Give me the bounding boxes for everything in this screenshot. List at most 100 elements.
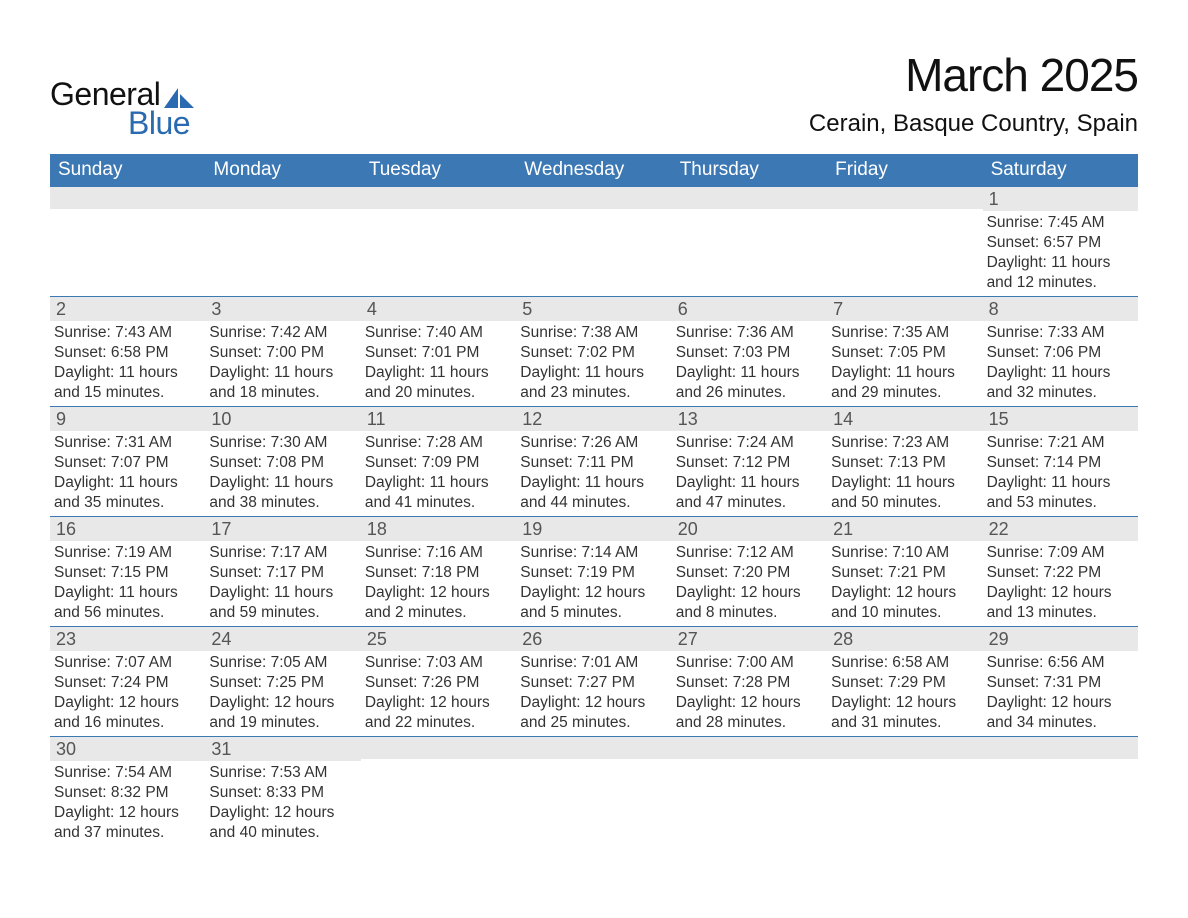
day-body: Sunrise: 7:36 AMSunset: 7:03 PMDaylight:…: [672, 321, 827, 406]
day-cell: [827, 187, 982, 296]
day-line: Sunset: 7:06 PM: [987, 343, 1134, 363]
day-cell: 28Sunrise: 6:58 AMSunset: 7:29 PMDayligh…: [827, 627, 982, 736]
day-number: [361, 187, 516, 209]
day-line: Daylight: 11 hours: [987, 473, 1134, 493]
day-line: Sunrise: 7:00 AM: [676, 653, 823, 673]
day-number: 12: [516, 407, 671, 431]
day-line: Daylight: 12 hours: [676, 583, 823, 603]
day-number: 18: [361, 517, 516, 541]
day-number: 15: [983, 407, 1138, 431]
day-line: and 31 minutes.: [831, 713, 978, 733]
day-line: Sunrise: 7:31 AM: [54, 433, 201, 453]
day-line: Sunrise: 7:40 AM: [365, 323, 512, 343]
day-line: Sunset: 7:24 PM: [54, 673, 201, 693]
header-row: General Blue March 2025 Cerain, Basque C…: [50, 48, 1138, 142]
week-row: 30Sunrise: 7:54 AMSunset: 8:32 PMDayligh…: [50, 736, 1138, 846]
day-line: Daylight: 12 hours: [209, 803, 356, 823]
day-number: 9: [50, 407, 205, 431]
day-body: Sunrise: 7:54 AMSunset: 8:32 PMDaylight:…: [50, 761, 205, 846]
day-line: Sunrise: 7:36 AM: [676, 323, 823, 343]
day-cell: [516, 737, 671, 846]
day-number: [672, 737, 827, 759]
day-body: [983, 759, 1138, 779]
day-line: and 5 minutes.: [520, 603, 667, 623]
day-number: 20: [672, 517, 827, 541]
day-cell: 7Sunrise: 7:35 AMSunset: 7:05 PMDaylight…: [827, 297, 982, 406]
day-line: Sunset: 8:32 PM: [54, 783, 201, 803]
day-line: Daylight: 11 hours: [831, 363, 978, 383]
day-body: Sunrise: 7:40 AMSunset: 7:01 PMDaylight:…: [361, 321, 516, 406]
day-line: Daylight: 11 hours: [54, 473, 201, 493]
location: Cerain, Basque Country, Spain: [809, 110, 1138, 138]
day-number: 11: [361, 407, 516, 431]
day-line: Daylight: 12 hours: [520, 583, 667, 603]
day-body: [205, 209, 360, 229]
day-line: Daylight: 12 hours: [54, 803, 201, 823]
day-line: Daylight: 12 hours: [831, 583, 978, 603]
day-cell: 13Sunrise: 7:24 AMSunset: 7:12 PMDayligh…: [672, 407, 827, 516]
day-line: Sunset: 7:11 PM: [520, 453, 667, 473]
day-body: Sunrise: 7:43 AMSunset: 6:58 PMDaylight:…: [50, 321, 205, 406]
day-line: and 10 minutes.: [831, 603, 978, 623]
day-line: Sunset: 7:22 PM: [987, 563, 1134, 583]
day-line: Daylight: 11 hours: [520, 473, 667, 493]
day-cell: [983, 737, 1138, 846]
day-cell: 30Sunrise: 7:54 AMSunset: 8:32 PMDayligh…: [50, 737, 205, 846]
day-body: Sunrise: 7:42 AMSunset: 7:00 PMDaylight:…: [205, 321, 360, 406]
day-number: 30: [50, 737, 205, 761]
day-number: 22: [983, 517, 1138, 541]
day-number: [672, 187, 827, 209]
day-line: and 59 minutes.: [209, 603, 356, 623]
day-number: 19: [516, 517, 671, 541]
month-title: March 2025: [809, 48, 1138, 102]
week-row: 1Sunrise: 7:45 AMSunset: 6:57 PMDaylight…: [50, 187, 1138, 296]
day-body: [50, 209, 205, 229]
day-line: Daylight: 11 hours: [831, 473, 978, 493]
day-number: [50, 187, 205, 209]
day-cell: 4Sunrise: 7:40 AMSunset: 7:01 PMDaylight…: [361, 297, 516, 406]
day-line: Daylight: 12 hours: [520, 693, 667, 713]
day-body: [827, 759, 982, 779]
day-line: Sunrise: 6:58 AM: [831, 653, 978, 673]
day-line: Sunset: 7:31 PM: [987, 673, 1134, 693]
day-line: Daylight: 11 hours: [365, 363, 512, 383]
day-number: 14: [827, 407, 982, 431]
weekday-saturday: Saturday: [983, 154, 1138, 187]
day-cell: 11Sunrise: 7:28 AMSunset: 7:09 PMDayligh…: [361, 407, 516, 516]
day-line: Sunrise: 7:42 AM: [209, 323, 356, 343]
day-line: Sunrise: 7:05 AM: [209, 653, 356, 673]
day-line: Sunrise: 7:53 AM: [209, 763, 356, 783]
day-line: Sunrise: 7:03 AM: [365, 653, 512, 673]
day-cell: [516, 187, 671, 296]
day-cell: [672, 187, 827, 296]
day-body: Sunrise: 7:26 AMSunset: 7:11 PMDaylight:…: [516, 431, 671, 516]
day-body: Sunrise: 7:14 AMSunset: 7:19 PMDaylight:…: [516, 541, 671, 626]
day-body: Sunrise: 7:09 AMSunset: 7:22 PMDaylight:…: [983, 541, 1138, 626]
day-line: Sunset: 7:18 PM: [365, 563, 512, 583]
day-line: Sunrise: 7:45 AM: [987, 213, 1134, 233]
day-number: 1: [983, 187, 1138, 211]
day-number: 28: [827, 627, 982, 651]
day-line: Sunrise: 7:35 AM: [831, 323, 978, 343]
day-line: and 44 minutes.: [520, 493, 667, 513]
day-line: Sunrise: 7:23 AM: [831, 433, 978, 453]
day-number: [983, 737, 1138, 759]
day-line: Daylight: 12 hours: [209, 693, 356, 713]
day-line: Daylight: 11 hours: [365, 473, 512, 493]
day-line: and 50 minutes.: [831, 493, 978, 513]
day-line: Daylight: 11 hours: [520, 363, 667, 383]
day-body: Sunrise: 7:53 AMSunset: 8:33 PMDaylight:…: [205, 761, 360, 846]
day-line: and 19 minutes.: [209, 713, 356, 733]
day-cell: [672, 737, 827, 846]
day-line: Sunset: 7:00 PM: [209, 343, 356, 363]
day-line: Daylight: 11 hours: [676, 473, 823, 493]
calendar: Sunday Monday Tuesday Wednesday Thursday…: [50, 154, 1138, 846]
day-body: Sunrise: 7:05 AMSunset: 7:25 PMDaylight:…: [205, 651, 360, 736]
day-number: [516, 187, 671, 209]
day-line: Sunrise: 7:30 AM: [209, 433, 356, 453]
day-body: Sunrise: 7:24 AMSunset: 7:12 PMDaylight:…: [672, 431, 827, 516]
day-body: Sunrise: 6:58 AMSunset: 7:29 PMDaylight:…: [827, 651, 982, 736]
day-body: Sunrise: 7:19 AMSunset: 7:15 PMDaylight:…: [50, 541, 205, 626]
day-line: and 25 minutes.: [520, 713, 667, 733]
week-row: 16Sunrise: 7:19 AMSunset: 7:15 PMDayligh…: [50, 516, 1138, 626]
